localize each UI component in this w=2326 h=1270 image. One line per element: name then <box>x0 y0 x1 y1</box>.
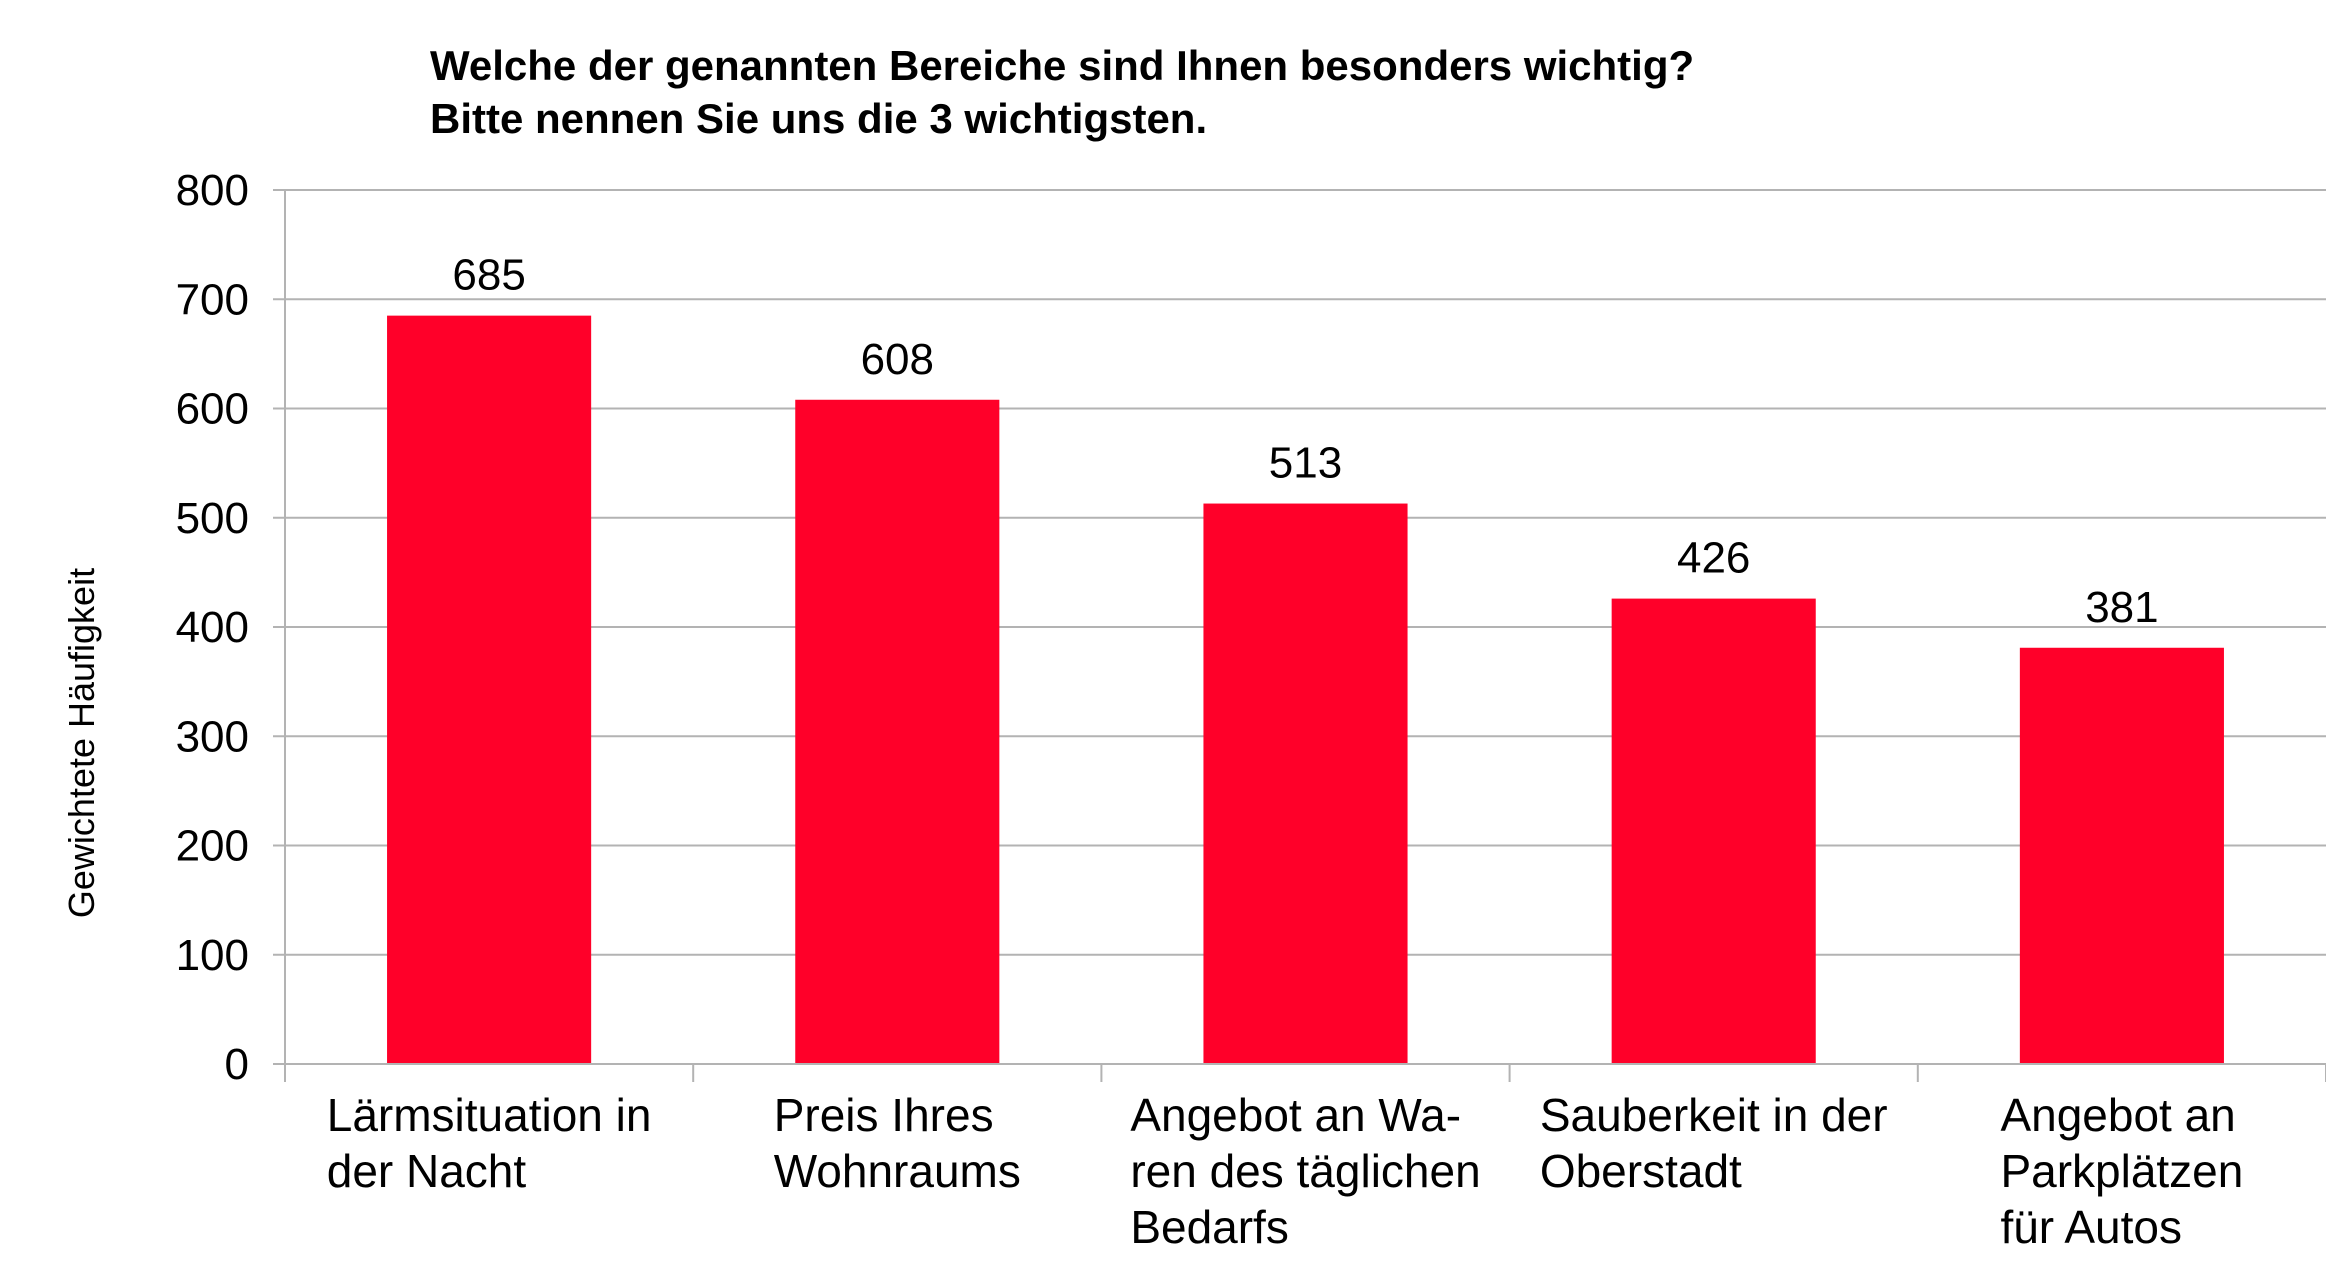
value-label: 381 <box>2085 583 2158 632</box>
y-tick-label: 300 <box>176 712 249 761</box>
value-label: 513 <box>1269 439 1342 488</box>
y-tick-label: 500 <box>176 494 249 543</box>
y-axis-label: Gewichtete Häufigkeit <box>61 568 102 918</box>
x-tick-label: Angebot an Parkplätzen für Autos <box>2000 1089 2243 1253</box>
bar <box>387 315 592 1064</box>
y-tick-label: 400 <box>176 603 249 652</box>
y-tick-label: 0 <box>225 1040 249 1089</box>
y-tick-label: 800 <box>176 166 249 215</box>
y-tick-label: 100 <box>176 931 249 980</box>
x-tick-label: Lärmsituation in der Nacht <box>327 1089 652 1197</box>
bar <box>1203 503 1408 1064</box>
chart-title: Welche der genannten Bereiche sind Ihnen… <box>430 42 1694 142</box>
bar <box>2019 647 2224 1064</box>
x-tick-label: Angebot an Wa-ren des täglichen Bedarfs <box>1130 1089 1480 1253</box>
y-tick-label: 700 <box>176 275 249 324</box>
value-label: 426 <box>1677 534 1750 583</box>
x-tick-label: Sauberkeit in der Oberstadt <box>1540 1089 1888 1197</box>
value-label: 608 <box>861 335 934 384</box>
y-tick-label: 600 <box>176 385 249 434</box>
x-tick-label: Preis Ihres Wohnraums <box>774 1089 1021 1197</box>
bar <box>1611 598 1816 1064</box>
y-tick-label: 200 <box>176 822 249 871</box>
value-label: 685 <box>452 251 525 300</box>
bar <box>795 399 1000 1064</box>
